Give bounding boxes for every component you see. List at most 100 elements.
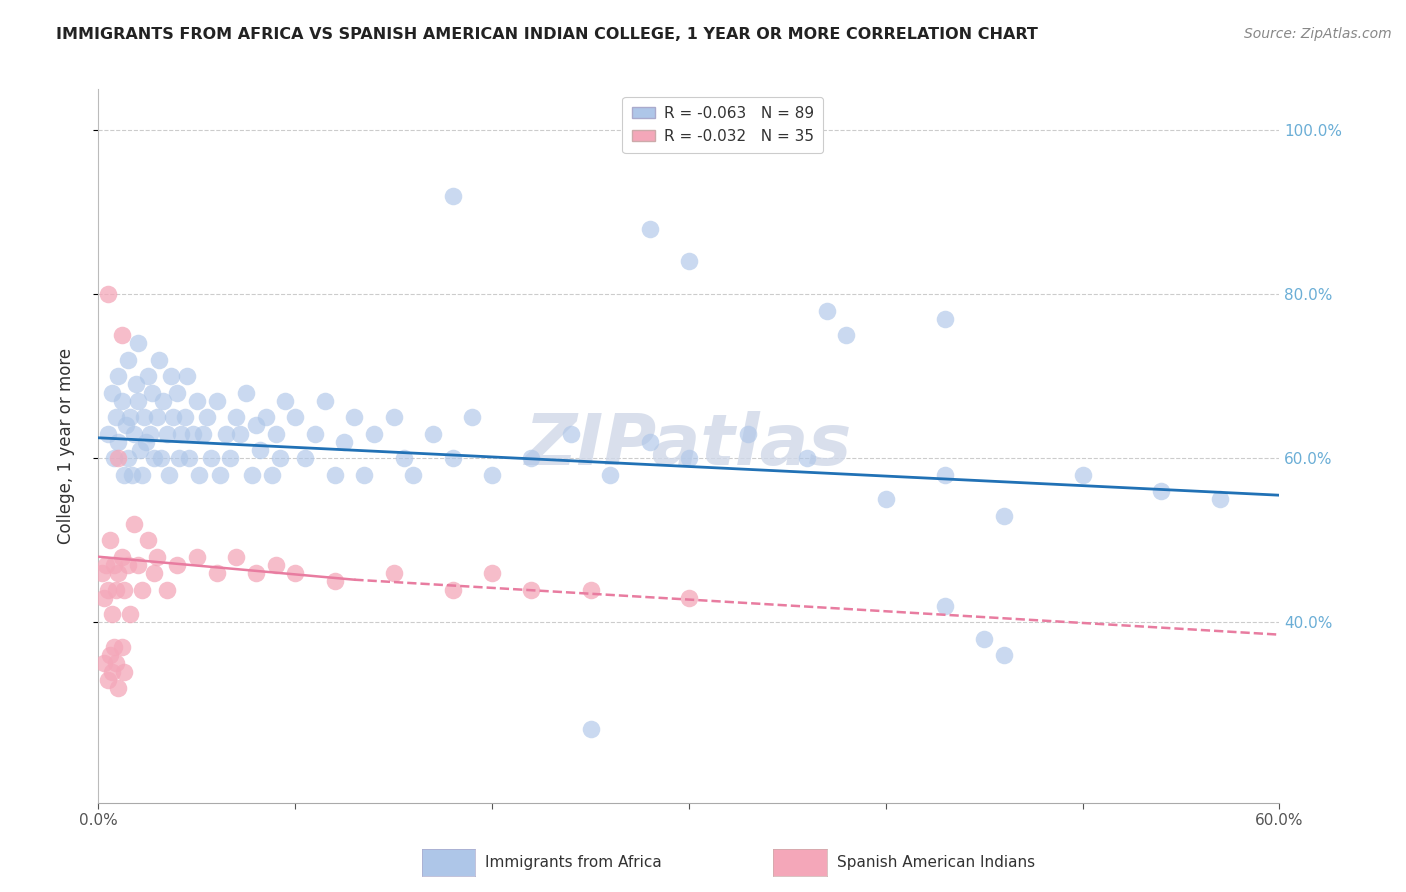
- Point: [353, 467, 375, 482]
- Point: [103, 451, 125, 466]
- Point: [105, 410, 128, 425]
- Text: Immigrants from Africa: Immigrants from Africa: [485, 855, 662, 870]
- Point: [107, 681, 129, 695]
- Point: [112, 467, 135, 482]
- Point: [150, 451, 173, 466]
- Point: [111, 393, 134, 408]
- Point: [128, 443, 150, 458]
- Point: [254, 410, 277, 425]
- Point: [135, 434, 157, 449]
- Point: [638, 221, 661, 235]
- Legend: R = -0.063   N = 89, R = -0.032   N = 35: R = -0.063 N = 89, R = -0.032 N = 35: [623, 97, 823, 153]
- Point: [167, 451, 190, 466]
- Point: [520, 451, 543, 466]
- Point: [97, 582, 120, 597]
- Point: [934, 599, 956, 613]
- Point: [973, 632, 995, 646]
- Point: [225, 410, 247, 425]
- Point: [875, 492, 897, 507]
- Point: [118, 607, 141, 622]
- Point: [323, 467, 346, 482]
- Y-axis label: College, 1 year or more: College, 1 year or more: [56, 348, 75, 544]
- Point: [136, 533, 159, 548]
- Point: [638, 434, 661, 449]
- Point: [177, 451, 200, 466]
- Point: [117, 451, 139, 466]
- Point: [170, 426, 193, 441]
- Point: [148, 352, 170, 367]
- Point: [186, 549, 208, 564]
- Point: [117, 558, 139, 572]
- Point: [103, 558, 125, 572]
- Point: [284, 410, 307, 425]
- Point: [235, 385, 257, 400]
- Point: [187, 467, 209, 482]
- Point: [96, 558, 118, 572]
- Point: [111, 640, 134, 654]
- Point: [579, 722, 602, 736]
- Point: [815, 303, 838, 318]
- Point: [993, 648, 1015, 662]
- Text: IMMIGRANTS FROM AFRICA VS SPANISH AMERICAN INDIAN COLLEGE, 1 YEAR OR MORE CORREL: IMMIGRANTS FROM AFRICA VS SPANISH AMERIC…: [56, 27, 1038, 42]
- Point: [229, 426, 252, 441]
- Point: [97, 673, 120, 687]
- Point: [441, 189, 464, 203]
- Point: [127, 393, 149, 408]
- Point: [382, 566, 405, 581]
- Point: [107, 566, 129, 581]
- Point: [138, 426, 160, 441]
- Point: [441, 582, 464, 597]
- Point: [132, 410, 155, 425]
- Point: [274, 393, 297, 408]
- Point: [269, 451, 291, 466]
- Point: [402, 467, 425, 482]
- Point: [245, 566, 267, 581]
- Point: [260, 467, 283, 482]
- Point: [1209, 492, 1232, 507]
- Point: [481, 566, 503, 581]
- Point: [219, 451, 242, 466]
- Point: [249, 443, 271, 458]
- Point: [304, 426, 326, 441]
- Point: [93, 657, 115, 671]
- Point: [117, 352, 139, 367]
- Point: [186, 393, 208, 408]
- Point: [835, 328, 858, 343]
- Point: [200, 451, 222, 466]
- Point: [97, 287, 120, 301]
- Point: [599, 467, 621, 482]
- Point: [111, 328, 134, 343]
- Text: Source: ZipAtlas.com: Source: ZipAtlas.com: [1244, 27, 1392, 41]
- Point: [101, 607, 124, 622]
- Point: [195, 410, 218, 425]
- Point: [481, 467, 503, 482]
- Point: [156, 426, 179, 441]
- Point: [205, 393, 228, 408]
- Point: [737, 426, 759, 441]
- Point: [127, 558, 149, 572]
- Point: [934, 311, 956, 326]
- Point: [678, 254, 700, 268]
- Point: [111, 549, 134, 564]
- Point: [1150, 484, 1173, 499]
- Point: [101, 385, 124, 400]
- Point: [314, 393, 336, 408]
- Point: [209, 467, 232, 482]
- Point: [97, 426, 120, 441]
- Point: [245, 418, 267, 433]
- Point: [112, 665, 135, 679]
- Point: [98, 648, 121, 662]
- Point: [560, 426, 582, 441]
- Point: [678, 451, 700, 466]
- Point: [142, 566, 165, 581]
- Point: [264, 426, 287, 441]
- Point: [101, 665, 124, 679]
- Point: [141, 385, 163, 400]
- Point: [127, 336, 149, 351]
- Point: [1071, 467, 1094, 482]
- Point: [166, 385, 188, 400]
- Point: [225, 549, 247, 564]
- Point: [131, 467, 153, 482]
- Text: ZIPatlas: ZIPatlas: [526, 411, 852, 481]
- Point: [284, 566, 307, 581]
